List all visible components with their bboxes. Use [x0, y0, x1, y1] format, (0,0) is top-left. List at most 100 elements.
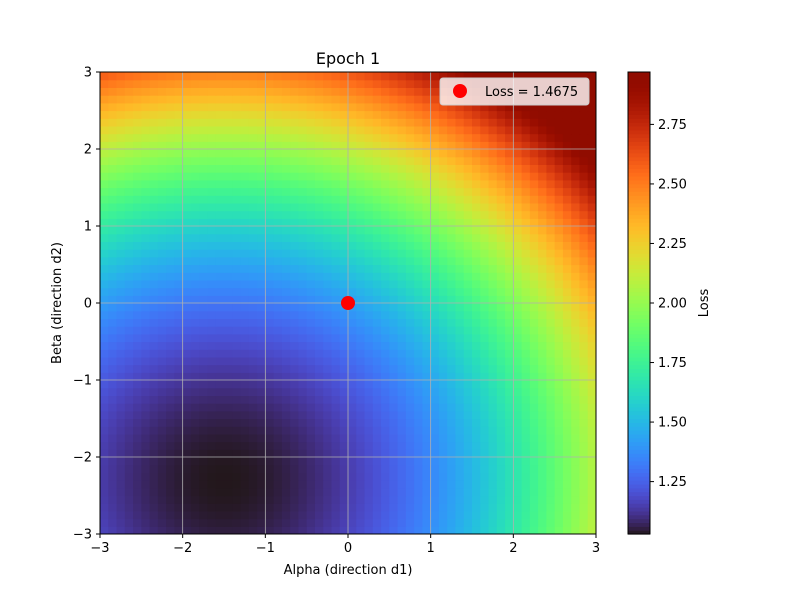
heatmap-cell	[331, 372, 341, 381]
heatmap-cell	[306, 410, 316, 420]
heatmap-cell	[579, 102, 589, 112]
heatmap-cell	[339, 264, 349, 273]
heatmap-cell	[100, 133, 109, 142]
heatmap-cell	[232, 356, 242, 366]
heatmap-cell	[166, 387, 175, 396]
heatmap-cell	[224, 457, 233, 466]
heatmap-cell	[166, 279, 175, 289]
heatmap-cell	[149, 526, 159, 534]
heatmap-cell	[199, 410, 209, 420]
heatmap-cell	[414, 272, 423, 281]
heatmap-cell	[455, 279, 465, 289]
heatmap-cell	[529, 172, 539, 181]
heatmap-cell	[174, 449, 184, 458]
heatmap-cell	[306, 87, 316, 96]
heatmap-cell	[257, 141, 266, 150]
heatmap-cell	[298, 480, 308, 489]
heatmap-cell	[513, 449, 523, 458]
heatmap-cell	[100, 295, 109, 304]
heatmap-cell	[100, 526, 109, 534]
heatmap-cell	[488, 318, 498, 327]
colorbar-tick-label: 2.25	[658, 237, 687, 252]
heatmap-cell	[248, 133, 258, 142]
heatmap-cell	[397, 141, 407, 150]
heatmap-cell	[199, 318, 209, 327]
heatmap-cell	[422, 72, 432, 81]
heatmap-cell	[157, 387, 167, 396]
heatmap-cell	[199, 480, 209, 489]
heatmap-cell	[166, 187, 175, 196]
heatmap-cell	[538, 156, 547, 165]
heatmap-cell	[166, 464, 175, 473]
heatmap-cell	[224, 318, 233, 327]
heatmap-cell	[579, 503, 589, 512]
heatmap-cell	[149, 72, 159, 81]
heatmap-cell	[190, 241, 200, 250]
heatmap-cell	[240, 202, 250, 212]
heatmap-cell	[562, 264, 572, 273]
heatmap-cell	[265, 526, 275, 534]
heatmap-cell	[215, 72, 225, 81]
heatmap-cell	[447, 364, 457, 373]
heatmap-cell	[298, 333, 308, 343]
heatmap-cell	[281, 149, 291, 158]
heatmap-cell	[472, 526, 481, 534]
heatmap-cell	[447, 72, 457, 81]
heatmap-cell	[232, 226, 242, 235]
heatmap-cell	[281, 510, 291, 520]
heatmap-cell	[513, 141, 523, 150]
heatmap-cell	[265, 118, 275, 127]
heatmap-cell	[133, 179, 142, 189]
heatmap-cell	[587, 387, 596, 396]
heatmap-cell	[257, 249, 266, 258]
heatmap-cell	[100, 441, 109, 450]
heatmap-cell	[496, 349, 506, 358]
heatmap-cell	[348, 318, 357, 327]
heatmap-cell	[521, 218, 531, 227]
heatmap-cell	[496, 418, 506, 427]
heatmap-cell	[521, 464, 531, 473]
heatmap-cell	[199, 172, 209, 181]
heatmap-cell	[314, 149, 324, 158]
heatmap-cell	[141, 210, 151, 219]
heatmap-cell	[281, 164, 291, 173]
heatmap-cell	[505, 303, 514, 312]
heatmap-cell	[339, 149, 349, 158]
heatmap-cell	[447, 125, 457, 135]
heatmap-cell	[438, 364, 448, 373]
heatmap-cell	[397, 118, 407, 127]
heatmap-cell	[174, 395, 184, 404]
heatmap-cell	[314, 472, 324, 481]
heatmap-cell	[331, 233, 341, 242]
colorbar-segment	[628, 133, 650, 139]
heatmap-cell	[348, 102, 357, 112]
heatmap-cell	[133, 241, 142, 250]
heatmap-cell	[248, 356, 258, 366]
heatmap-cell	[397, 202, 407, 212]
heatmap-cell	[381, 464, 390, 473]
heatmap-cell	[190, 172, 200, 181]
heatmap-cell	[116, 95, 126, 104]
heatmap-cell	[463, 472, 473, 481]
heatmap-cell	[108, 510, 118, 520]
heatmap-cell	[290, 503, 299, 512]
heatmap-cell	[505, 333, 514, 343]
heatmap-cell	[257, 79, 266, 88]
heatmap-cell	[199, 272, 209, 281]
heatmap-cell	[422, 333, 432, 343]
heatmap-cell	[290, 487, 299, 497]
heatmap-cell	[463, 195, 473, 204]
heatmap-cell	[348, 510, 357, 520]
heatmap-cell	[248, 125, 258, 135]
heatmap-cell	[273, 72, 283, 81]
heatmap-cell	[554, 395, 564, 404]
heatmap-cell	[199, 403, 209, 412]
heatmap-cell	[240, 125, 250, 135]
heatmap-cell	[447, 387, 457, 396]
colorbar-segment	[628, 122, 650, 127]
heatmap-cell	[232, 526, 242, 534]
heatmap-cell	[116, 410, 126, 420]
heatmap-cell	[257, 241, 266, 250]
heatmap-cell	[232, 364, 242, 373]
colorbar-segment	[628, 114, 650, 119]
